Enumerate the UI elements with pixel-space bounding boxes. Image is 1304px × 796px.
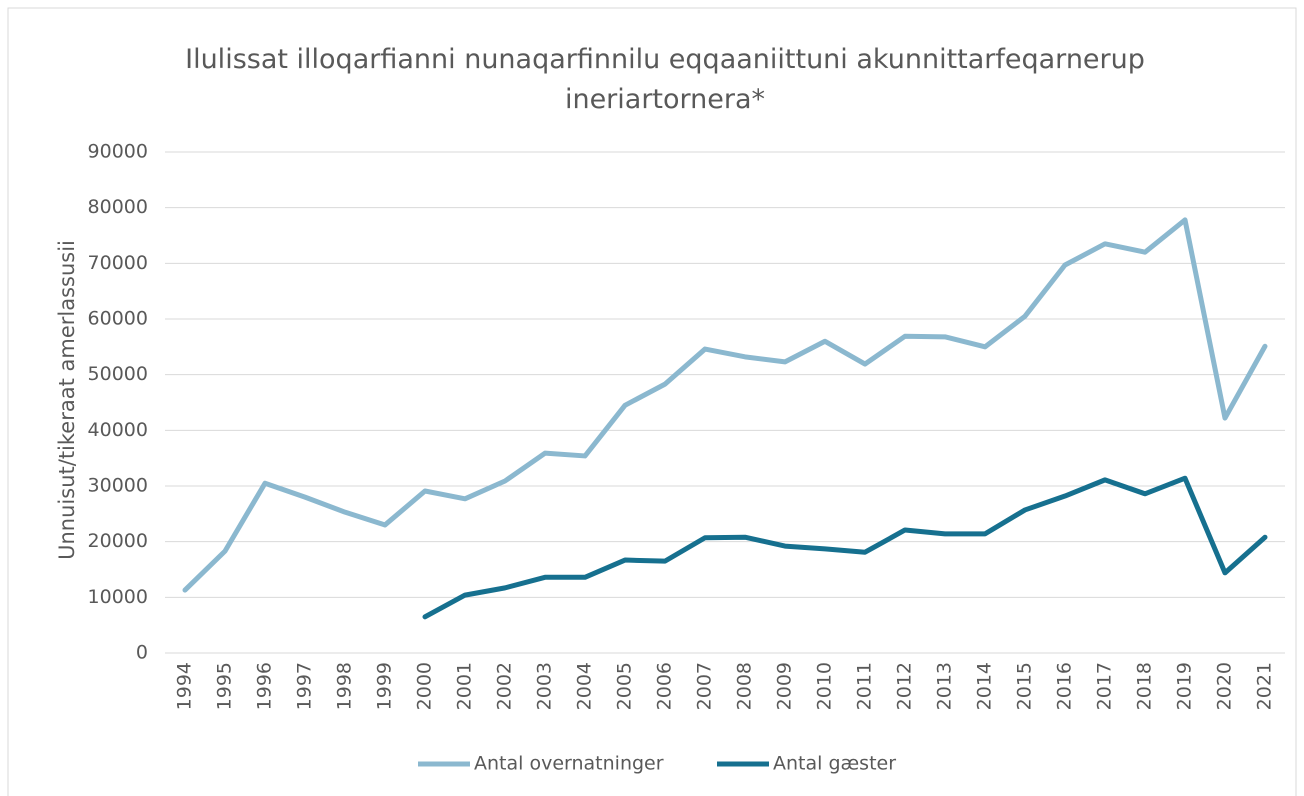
series-line	[182, 217, 1268, 593]
y-tick-label: 30000	[88, 475, 148, 497]
y-tick-label: 50000	[88, 363, 148, 385]
x-tick-label: 2014	[974, 662, 996, 710]
legend-label: Antal gæster	[773, 753, 896, 775]
x-tick-label: 2003	[534, 662, 556, 710]
y-tick-label: 40000	[88, 419, 148, 441]
x-tick-label: 1998	[334, 662, 356, 710]
y-tick-label: 0	[136, 642, 148, 664]
x-tick-label: 2006	[654, 662, 676, 710]
chart-border	[7, 7, 1297, 796]
x-tick-label: 2019	[1174, 662, 1196, 710]
y-tick-label: 70000	[88, 252, 148, 274]
chart-title: Ilulissat illoqarfianni nunaqarfinnilu e…	[185, 44, 1145, 115]
series-line	[422, 475, 1268, 620]
y-tick-label: 20000	[88, 530, 148, 552]
x-tick-label: 2001	[454, 662, 476, 710]
y-tick-label: 90000	[88, 141, 148, 163]
x-tick-label: 2013	[934, 662, 956, 710]
x-tick-label: 1994	[174, 662, 196, 710]
x-tick-label: 2021	[1254, 662, 1276, 710]
legend-label: Antal overnatninger	[474, 753, 664, 775]
x-tick-label: 2002	[494, 662, 516, 710]
x-tick-label: 1996	[254, 662, 276, 710]
y-tick-label: 10000	[88, 586, 148, 608]
x-tick-label: 2017	[1094, 662, 1116, 710]
x-tick-label: 2008	[734, 662, 756, 710]
x-tick-label: 1995	[214, 662, 236, 710]
x-tick-label: 2015	[1014, 662, 1036, 710]
x-tick-label: 2018	[1134, 662, 1156, 710]
x-tick-label: 2005	[614, 662, 636, 710]
x-tick-label: 2004	[574, 662, 596, 710]
x-tick-label: 2012	[894, 662, 916, 710]
x-tick-label: 2011	[854, 662, 876, 710]
x-tick-label: 1997	[294, 662, 316, 710]
x-tick-label: 2007	[694, 662, 716, 710]
y-axis-label: Unnuisut/tikeraat amerlassusii	[55, 240, 79, 560]
x-tick-label: 2009	[774, 662, 796, 710]
x-tick-label: 2010	[814, 662, 836, 710]
x-tick-label: 2000	[414, 662, 436, 710]
y-tick-label: 80000	[88, 196, 148, 218]
x-tick-label: 2020	[1214, 662, 1236, 710]
y-tick-label: 60000	[88, 308, 148, 330]
x-tick-label: 1999	[374, 662, 396, 710]
x-tick-label: 2016	[1054, 662, 1076, 710]
